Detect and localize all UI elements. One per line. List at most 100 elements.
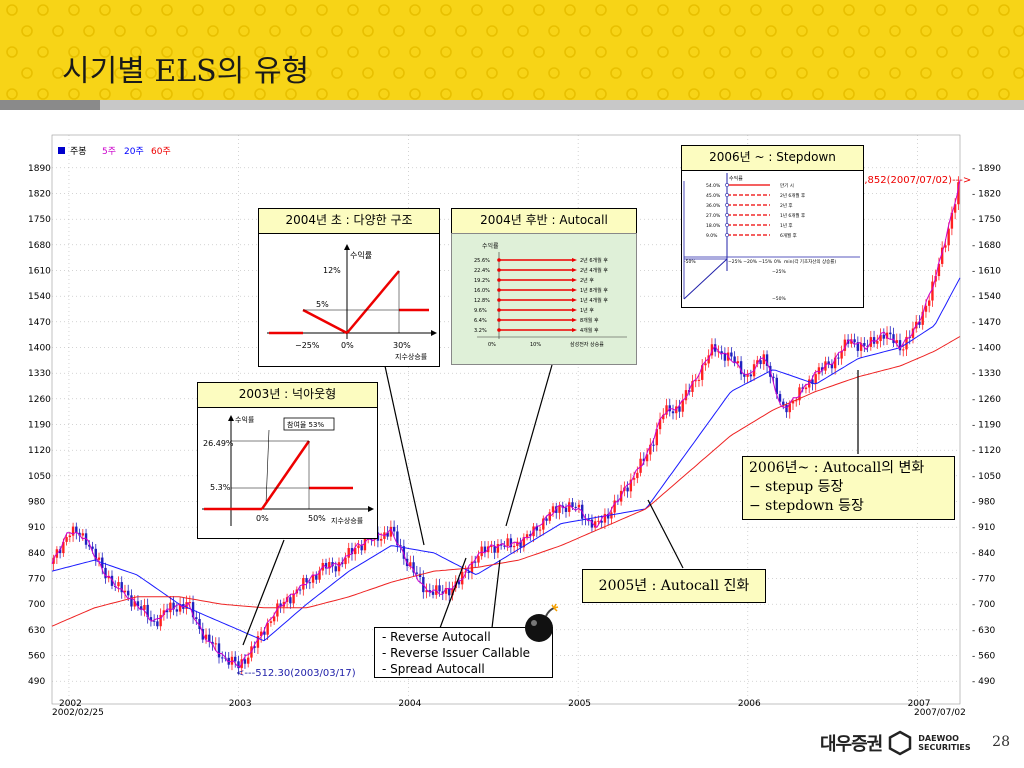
logo-english: DAEWOO SECURITIES	[918, 734, 970, 752]
dot	[6, 46, 18, 58]
dot	[874, 4, 886, 16]
dot	[750, 4, 762, 16]
stepdown-dot	[725, 223, 729, 227]
dot	[130, 46, 142, 58]
dot	[486, 67, 498, 79]
dot	[533, 4, 545, 16]
y-tick-left: 1610	[28, 267, 51, 277]
dot	[843, 88, 855, 100]
dot	[37, 4, 49, 16]
knockout-ylabel: 수익률	[235, 416, 255, 424]
x-tick: 2005	[568, 699, 591, 709]
candle-body	[156, 621, 159, 627]
candle-body	[470, 561, 474, 573]
candle-body	[652, 444, 655, 446]
legend-5w: 5주	[102, 146, 116, 157]
slide-title: 시기별 ELS의 유형	[62, 54, 310, 89]
candle-body	[253, 646, 256, 648]
candle-body	[139, 606, 143, 610]
candle-body	[399, 545, 402, 547]
candle-body	[772, 376, 775, 378]
candle-body	[921, 311, 924, 325]
candle-body	[360, 545, 363, 551]
dot	[52, 67, 64, 79]
dot	[99, 88, 111, 100]
stepdown-level: 18.0%	[706, 223, 721, 229]
autocall-dot	[497, 278, 501, 282]
y-tick-right: - 1260	[972, 395, 1001, 405]
candle-body	[694, 380, 697, 382]
stepdown-level: 36.0%	[706, 203, 721, 209]
dot	[21, 25, 33, 37]
candle-body	[859, 343, 863, 351]
dot	[781, 88, 793, 100]
candle-body	[136, 601, 140, 607]
dot	[579, 25, 591, 37]
header-divider-accent	[0, 100, 100, 110]
left-axis-ticks: 490 560 630 700 770 840 910 980 1050 1120 1190 1260…	[28, 164, 51, 687]
candle-body	[697, 379, 701, 381]
diverse-ylabel: 수익률	[350, 250, 372, 260]
reverse-structures-box: - Reverse Autocall - Reverse Issuer Call…	[374, 627, 553, 678]
candle-body	[204, 634, 208, 640]
autocall-arrowhead	[572, 308, 577, 312]
candle-body	[149, 617, 153, 621]
y-tick-left: 1120	[28, 446, 51, 456]
dot	[316, 88, 328, 100]
y-tick-right: - 1540	[972, 292, 1001, 302]
dot	[1013, 67, 1024, 79]
dot	[765, 25, 777, 37]
dot	[672, 25, 684, 37]
candle-body	[931, 281, 934, 301]
high-annotation: 1,852(2007/07/02)--->	[858, 175, 971, 186]
dot	[409, 4, 421, 16]
candle-body	[681, 400, 684, 412]
candle-body	[746, 374, 749, 377]
x-end-label: 2007/07/02	[914, 708, 966, 718]
dot	[130, 4, 142, 16]
candle-body	[642, 458, 646, 462]
candle-body	[606, 513, 610, 519]
y-tick-right: - 910	[972, 523, 996, 533]
change-line1: − stepup 등장	[749, 479, 844, 495]
autocall-ylabel: 수익률	[482, 242, 499, 250]
autocall-dot	[497, 268, 501, 272]
dot	[750, 88, 762, 100]
candle-body	[788, 403, 791, 413]
autocall-arrowhead	[572, 318, 577, 322]
candle-body	[337, 562, 341, 572]
bomb-icon	[525, 603, 559, 642]
candle-body	[840, 350, 843, 359]
stepdown-dot	[725, 193, 729, 197]
y-tick-right: - 560	[972, 652, 996, 662]
autocall-arrowhead	[572, 268, 577, 272]
candle-body	[418, 573, 422, 577]
candle-body	[927, 300, 931, 306]
candle-body	[678, 406, 681, 412]
candle-body	[195, 617, 198, 619]
candle-body	[662, 414, 665, 420]
dot	[858, 25, 870, 37]
x-start-label: 2002/02/25	[52, 708, 104, 718]
stepdown-level: 27.0%	[706, 213, 721, 219]
dot	[533, 88, 545, 100]
stepdown-level: 54.0%	[706, 183, 721, 189]
autocall-arrowhead	[572, 288, 577, 292]
autocall-dot	[497, 328, 501, 332]
candle-body	[402, 546, 406, 559]
dot	[424, 67, 436, 79]
candle-body	[512, 545, 516, 548]
dot	[657, 4, 669, 16]
y-tick-right: - 840	[972, 549, 996, 559]
candle-body	[62, 541, 65, 554]
candle-body	[379, 538, 383, 541]
candle-body	[564, 507, 568, 512]
y-tick-right: - 1400	[972, 344, 1001, 354]
candle-body	[795, 400, 798, 402]
dot	[207, 67, 219, 79]
dot-pattern	[6, 4, 1024, 100]
stepdown-loss-left: -50%	[684, 259, 696, 265]
candle-body	[428, 590, 431, 592]
dot	[145, 25, 157, 37]
right-axis-ticks: - 490 - 560 - 630 - 700 - 770 - 840 - 910 - 980…	[972, 164, 1001, 687]
